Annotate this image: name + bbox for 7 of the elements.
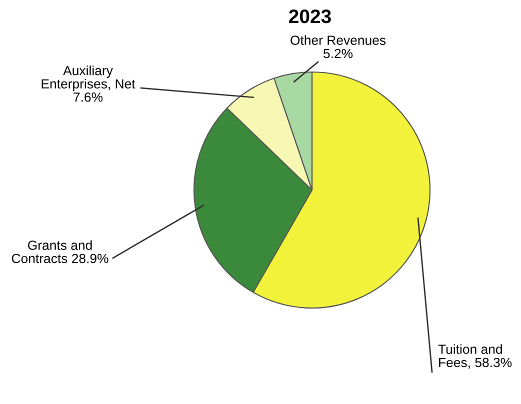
- slice-label: Other Revenues: [290, 35, 386, 45]
- chart-title: 2023: [289, 9, 331, 24]
- slice-label: Auxiliary Enterprises, Net: [42, 66, 136, 92]
- slice-label: Grants and Contracts 28.9%: [12, 240, 108, 264]
- data-label: 5.2%: [323, 48, 353, 58]
- data-label: 7.6%: [74, 92, 103, 102]
- slice-label: Tuition and Fees, 58.3%: [438, 344, 512, 369]
